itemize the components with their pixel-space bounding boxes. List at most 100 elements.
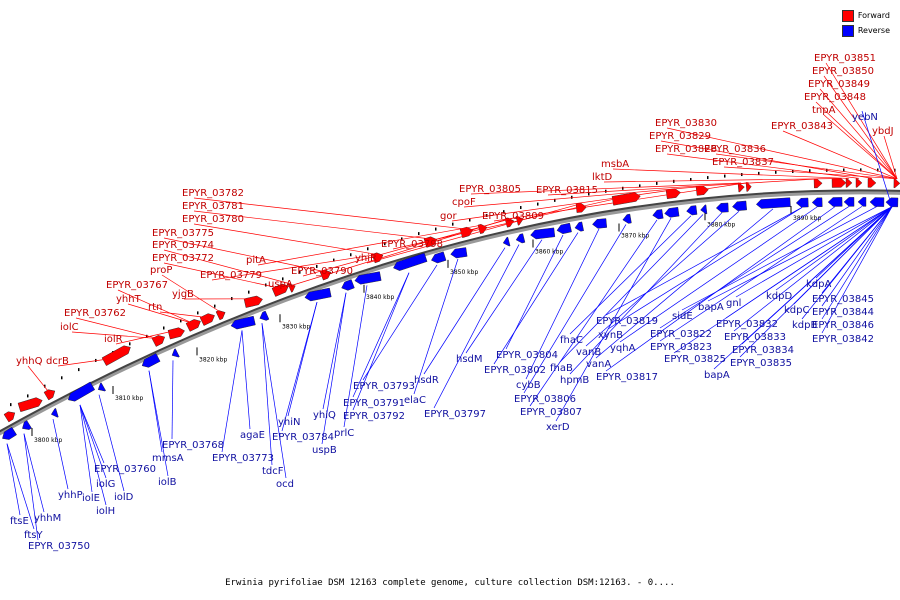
reverse-gene-label[interactable]: EPYR_03817 <box>596 372 658 383</box>
reverse-gene[interactable] <box>664 206 680 218</box>
reverse-gene[interactable] <box>592 218 608 229</box>
reverse-gene[interactable] <box>622 213 632 224</box>
reverse-gene-label[interactable]: EPYR_03832 <box>716 319 778 330</box>
reverse-gene-label[interactable]: ftsE <box>10 516 29 527</box>
reverse-gene-label[interactable]: sidE <box>672 311 693 322</box>
reverse-gene-label[interactable]: EPYR_03792 <box>343 411 405 422</box>
forward-gene-label[interactable]: pitA <box>246 255 266 266</box>
reverse-gene-label[interactable]: hsdR <box>414 375 439 386</box>
reverse-gene[interactable] <box>66 381 96 404</box>
forward-gene-label[interactable]: yjgB <box>172 289 194 300</box>
reverse-gene[interactable] <box>556 222 572 235</box>
reverse-gene-label[interactable]: yhiN <box>278 417 301 428</box>
reverse-gene[interactable] <box>843 197 855 207</box>
reverse-gene[interactable] <box>885 197 899 208</box>
reverse-gene-label[interactable]: bapA <box>698 302 724 313</box>
forward-gene[interactable] <box>893 178 900 188</box>
reverse-gene[interactable] <box>258 310 270 322</box>
forward-gene-label[interactable]: EPYR_03851 <box>814 53 876 64</box>
reverse-gene-label[interactable]: mmsA <box>152 453 184 464</box>
forward-gene-label[interactable]: EPYR_03775 <box>152 228 214 239</box>
reverse-gene-label[interactable]: kdpA <box>806 279 831 290</box>
reverse-gene[interactable] <box>574 221 584 232</box>
reverse-gene-label[interactable]: EPYR_03804 <box>496 350 558 361</box>
reverse-gene[interactable] <box>755 197 791 209</box>
reverse-gene-label[interactable]: iolG <box>96 479 115 490</box>
reverse-gene-label[interactable]: iolB <box>158 477 177 488</box>
reverse-gene-label[interactable]: EPYR_03768 <box>162 440 224 451</box>
forward-gene-label[interactable]: EPYR_03848 <box>804 92 866 103</box>
forward-gene-label[interactable]: iolC <box>60 322 79 333</box>
forward-gene[interactable] <box>831 178 847 188</box>
reverse-gene-label[interactable]: EPYR_03802 <box>484 365 546 376</box>
reverse-gene[interactable] <box>795 197 809 208</box>
forward-gene-label[interactable]: EPYR_03850 <box>812 66 874 77</box>
reverse-gene-label[interactable]: EPYR_03793 <box>353 381 415 392</box>
reverse-gene-label[interactable]: EPYR_03819 <box>596 316 658 327</box>
forward-gene[interactable] <box>167 326 186 340</box>
forward-gene-label[interactable]: EPYR_03774 <box>152 240 214 251</box>
reverse-gene[interactable] <box>430 251 447 265</box>
reverse-gene-label[interactable]: xynB <box>598 330 623 341</box>
reverse-gene-label[interactable]: uspB <box>312 445 337 456</box>
reverse-gene-label[interactable]: fhaB <box>550 363 573 374</box>
forward-gene-label[interactable]: msbA <box>601 159 629 170</box>
reverse-gene[interactable] <box>530 227 556 240</box>
reverse-gene-label[interactable]: iolH <box>96 506 115 517</box>
reverse-gene-label[interactable]: iolE <box>82 493 100 504</box>
forward-gene[interactable] <box>199 311 217 326</box>
reverse-gene[interactable] <box>857 197 867 207</box>
forward-gene-label[interactable]: yhiR <box>355 253 377 264</box>
reverse-gene-label[interactable]: EPYR_03791 <box>343 398 405 409</box>
forward-gene-label[interactable]: EPYR_03780 <box>182 214 244 225</box>
reverse-gene[interactable] <box>686 205 698 216</box>
reverse-gene[interactable] <box>96 382 106 394</box>
forward-gene-label[interactable]: dcrB <box>46 356 69 367</box>
forward-gene[interactable] <box>17 396 44 413</box>
reverse-gene-label[interactable]: elaC <box>404 395 426 406</box>
reverse-gene-label[interactable]: vanB <box>576 347 601 358</box>
reverse-gene-label[interactable]: yhhP <box>58 490 83 501</box>
reverse-gene-label[interactable]: EPYR_03835 <box>730 358 792 369</box>
forward-gene-label[interactable]: gor <box>440 211 457 222</box>
reverse-gene[interactable] <box>340 279 355 292</box>
forward-gene-label[interactable]: rtn <box>148 302 162 313</box>
forward-gene-label[interactable]: EPYR_03772 <box>152 253 214 264</box>
reverse-gene-label[interactable]: cybB <box>516 380 541 391</box>
forward-gene-label[interactable]: EPYR_03843 <box>771 121 833 132</box>
reverse-gene[interactable] <box>140 353 161 369</box>
reverse-gene[interactable] <box>715 202 729 213</box>
forward-gene-label[interactable]: EPYR_03849 <box>808 79 870 90</box>
reverse-gene[interactable] <box>304 287 332 302</box>
forward-gene-label[interactable]: EPYR_03781 <box>182 201 244 212</box>
reverse-gene-label[interactable]: ftsY <box>24 530 43 541</box>
forward-gene-label[interactable]: EPYR_03837 <box>712 157 774 168</box>
reverse-gene-label[interactable]: fhaC <box>560 335 583 346</box>
reverse-gene-label[interactable]: yhiQ <box>313 410 336 421</box>
reverse-gene[interactable] <box>0 426 17 442</box>
reverse-gene[interactable] <box>652 209 664 220</box>
forward-gene[interactable] <box>3 409 17 423</box>
reverse-gene-label[interactable]: hpmB <box>560 375 589 386</box>
reverse-gene-label[interactable]: EPYR_03773 <box>212 453 274 464</box>
forward-gene-label[interactable]: EPYR_03829 <box>649 131 711 142</box>
forward-gene[interactable] <box>243 295 264 308</box>
reverse-gene[interactable] <box>50 408 59 418</box>
reverse-gene-label[interactable]: EPYR_03797 <box>424 409 486 420</box>
reverse-gene-label[interactable]: EPYR_03834 <box>732 345 794 356</box>
forward-gene-label[interactable]: uspA <box>268 279 293 290</box>
reverse-gene-label[interactable]: EPYR_03822 <box>650 329 712 340</box>
forward-gene-label[interactable]: EPYR_03830 <box>655 118 717 129</box>
forward-gene-label[interactable]: EPYR_03798 <box>381 239 443 250</box>
forward-gene[interactable] <box>845 178 853 188</box>
reverse-gene[interactable] <box>700 204 708 215</box>
reverse-gene-label[interactable]: EPYR_03844 <box>812 307 874 318</box>
forward-gene-label[interactable]: EPYR_03809 <box>482 211 544 222</box>
reverse-gene-label[interactable]: EPYR_03846 <box>812 320 874 331</box>
reverse-gene-label[interactable]: EPYR_03760 <box>94 464 156 475</box>
forward-gene[interactable] <box>855 178 863 188</box>
forward-gene[interactable] <box>813 178 823 189</box>
reverse-gene[interactable] <box>354 271 382 286</box>
forward-gene-label[interactable]: proP <box>150 265 172 276</box>
forward-gene-label[interactable]: EPYR_03815 <box>536 185 598 196</box>
